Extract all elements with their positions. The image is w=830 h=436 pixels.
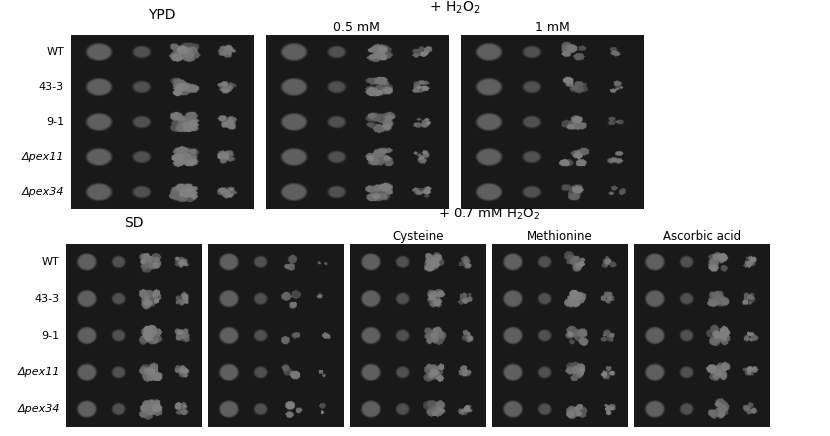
Text: Δpex11: Δpex11 (22, 152, 64, 162)
Text: Methionine: Methionine (527, 230, 593, 243)
Text: Δpex11: Δpex11 (17, 368, 60, 377)
Text: Cysteine: Cysteine (392, 230, 444, 243)
Text: WT: WT (42, 258, 60, 267)
Text: 1 mM: 1 mM (535, 20, 569, 34)
Text: Δpex34: Δpex34 (17, 404, 60, 414)
Text: 9-1: 9-1 (46, 117, 64, 127)
Text: 43-3: 43-3 (39, 82, 64, 92)
Text: Ascorbic acid: Ascorbic acid (662, 230, 741, 243)
Text: YPD: YPD (148, 8, 176, 22)
Text: Δpex34: Δpex34 (22, 187, 64, 197)
Text: WT: WT (46, 48, 64, 57)
Text: 0.5 mM: 0.5 mM (334, 20, 380, 34)
Text: + 0.7 mM H$_2$O$_2$: + 0.7 mM H$_2$O$_2$ (438, 207, 540, 222)
Text: SD: SD (124, 216, 144, 230)
Text: + H$_2$O$_2$: + H$_2$O$_2$ (428, 0, 481, 16)
Text: 9-1: 9-1 (42, 331, 60, 341)
Text: 43-3: 43-3 (35, 294, 60, 304)
